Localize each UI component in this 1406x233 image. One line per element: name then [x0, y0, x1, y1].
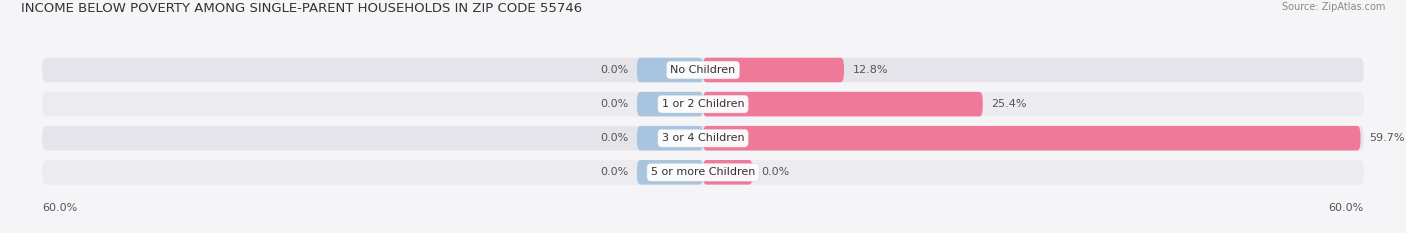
Text: 1 or 2 Children: 1 or 2 Children	[662, 99, 744, 109]
FancyBboxPatch shape	[637, 92, 703, 116]
FancyBboxPatch shape	[42, 160, 1364, 185]
FancyBboxPatch shape	[637, 160, 703, 185]
Text: 25.4%: 25.4%	[991, 99, 1026, 109]
FancyBboxPatch shape	[637, 126, 703, 151]
FancyBboxPatch shape	[703, 126, 1361, 151]
FancyBboxPatch shape	[703, 92, 983, 116]
Text: 0.0%: 0.0%	[762, 167, 790, 177]
Text: 0.0%: 0.0%	[600, 65, 628, 75]
Text: 0.0%: 0.0%	[600, 133, 628, 143]
FancyBboxPatch shape	[703, 58, 844, 82]
FancyBboxPatch shape	[42, 126, 1364, 151]
Text: 3 or 4 Children: 3 or 4 Children	[662, 133, 744, 143]
Text: 59.7%: 59.7%	[1369, 133, 1405, 143]
FancyBboxPatch shape	[42, 58, 1364, 82]
Text: 60.0%: 60.0%	[42, 203, 77, 213]
Text: 0.0%: 0.0%	[600, 99, 628, 109]
FancyBboxPatch shape	[703, 160, 752, 185]
Text: Source: ZipAtlas.com: Source: ZipAtlas.com	[1281, 2, 1385, 12]
FancyBboxPatch shape	[42, 92, 1364, 116]
Text: 0.0%: 0.0%	[600, 167, 628, 177]
Text: 12.8%: 12.8%	[853, 65, 889, 75]
Text: 5 or more Children: 5 or more Children	[651, 167, 755, 177]
Text: 60.0%: 60.0%	[1329, 203, 1364, 213]
Text: INCOME BELOW POVERTY AMONG SINGLE-PARENT HOUSEHOLDS IN ZIP CODE 55746: INCOME BELOW POVERTY AMONG SINGLE-PARENT…	[21, 2, 582, 15]
Text: No Children: No Children	[671, 65, 735, 75]
FancyBboxPatch shape	[637, 58, 703, 82]
